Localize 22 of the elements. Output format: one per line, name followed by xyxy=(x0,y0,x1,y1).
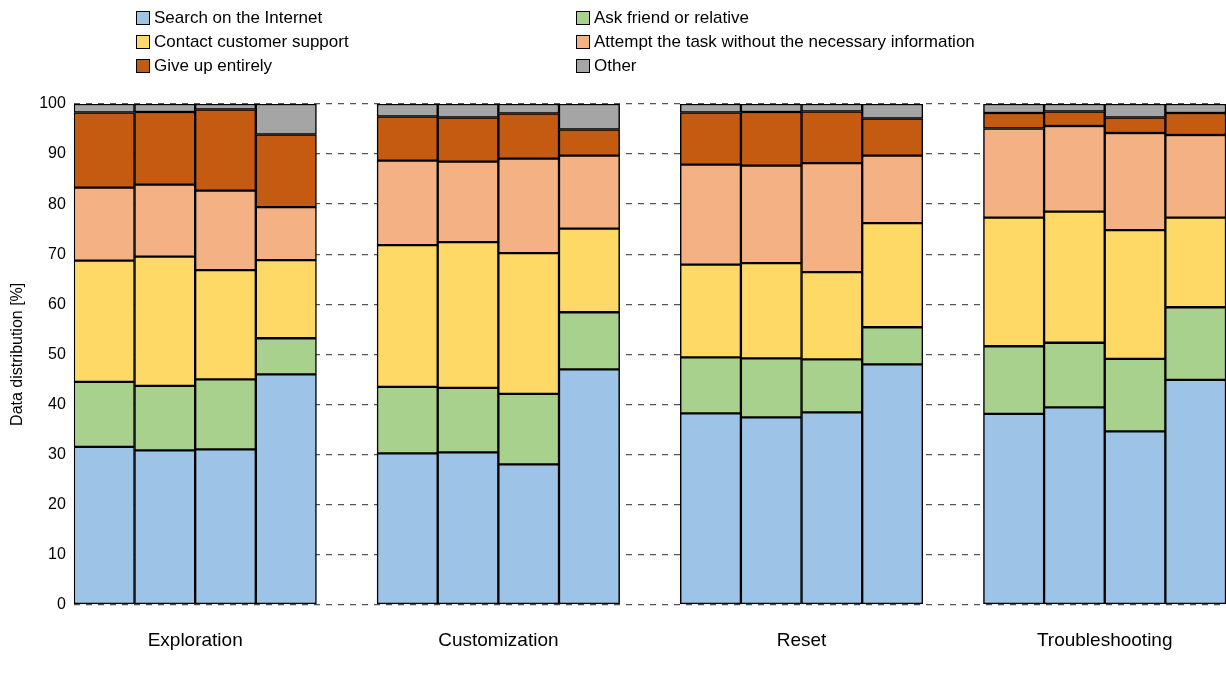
y-tick-label: 80 xyxy=(48,194,66,212)
legend-label: Attempt the task without the necessary information xyxy=(594,32,975,52)
y-tick-label: 50 xyxy=(48,344,66,362)
y-tick-label: 30 xyxy=(48,444,66,462)
text: Troubleshooting xyxy=(1036,628,1173,650)
y-tick-label: 10 xyxy=(48,544,66,562)
y-tick-label: 90 xyxy=(48,144,66,162)
text: Customization xyxy=(438,628,559,650)
legend-label: Contact customer support xyxy=(154,32,349,52)
text: Reset xyxy=(776,628,828,650)
legend-label: Give up entirely xyxy=(154,56,273,76)
y-tick-label: 60 xyxy=(48,294,66,312)
y-tick-label: 70 xyxy=(48,244,66,262)
text: Exploration xyxy=(147,628,243,650)
legend-label: Ask friend or relative xyxy=(594,8,749,28)
y-tick-label: 100 xyxy=(39,94,66,112)
y-axis-title: Data distribution [%] xyxy=(8,282,26,426)
legend-label: Search on the Internet xyxy=(154,8,323,28)
y-tick-label: 0 xyxy=(56,595,66,613)
y-tick-label: 40 xyxy=(48,394,66,412)
legend-label: Other xyxy=(594,56,637,76)
y-tick-label: 20 xyxy=(48,494,66,512)
